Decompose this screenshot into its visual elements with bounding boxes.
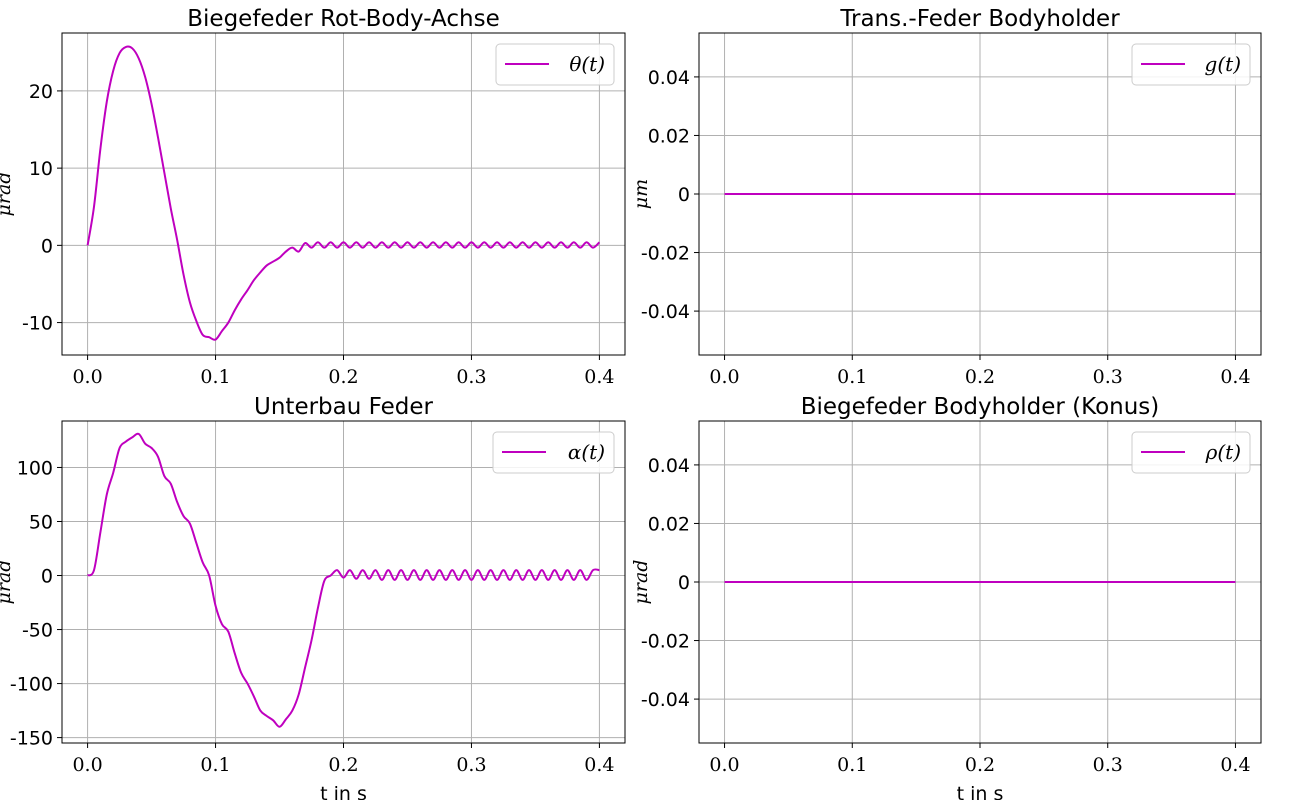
x-tick-label: 0.0 [72,366,102,388]
legend-label: g(t) [1205,52,1241,76]
legend-box [1131,43,1251,86]
y-tick-label: 0 [678,572,690,594]
y-axis-label: μrad [0,172,15,217]
y-axis-label: μm [630,179,652,209]
x-tick-label: 0.0 [709,754,739,776]
subplot-1: 0.0 0.1 0.2 0.3 0.4 -10 0 10 20 Biegefeder Rot-Bo… [0,6,626,388]
legend-box [492,431,615,474]
legend: g(t) [1131,43,1251,86]
y-tick-label: -100 [10,674,53,696]
x-tick-label: 0.4 [1220,754,1250,776]
x-tick-label: 0.1 [837,754,867,776]
x-tick-label: 0.2 [965,754,995,776]
legend-box [495,43,615,86]
y-axis-label: μrad [0,560,15,605]
subplot-2: 0.0 0.1 0.2 0.3 0.4 -0.04 -0.02 0 0.02 0.04 Trans.… [630,6,1262,388]
y-tick-label: 0.02 [648,125,690,147]
y-axis-label: μrad [630,560,652,605]
chart-title: Trans.-Feder Bodyholder [839,6,1120,32]
y-tick-label: 0.04 [648,67,690,89]
x-tick-label: 0.3 [456,754,486,776]
y-tick-label: 50 [29,511,53,533]
legend: α(t) [492,431,615,474]
x-tick-label: 0.2 [965,366,995,388]
y-tick-label: 0 [41,566,53,588]
subplot-3: 0.0 0.1 0.2 0.3 0.4 -150 -100 -50 0 50 100 Unterbau… [0,394,626,800]
x-tick-label: 0.3 [1093,754,1123,776]
x-tick-label: 0.1 [200,754,230,776]
legend-label: ρ(t) [1205,440,1241,464]
series-line [86,432,600,728]
y-tick-label: -0.04 [641,689,690,711]
x-tick-label: 0.0 [72,754,102,776]
y-tick-label: 0 [41,235,53,257]
y-tick-label: 0.04 [648,455,690,477]
x-tick-label: 0.2 [328,366,358,388]
y-tick-label: 100 [17,457,53,479]
x-tick-label: 0.0 [709,366,739,388]
y-tick-label: -0.04 [641,301,690,323]
chart-title: Biegefeder Rot-Body-Achse [187,6,500,32]
subplot-4: 0.0 0.1 0.2 0.3 0.4 -0.04 -0.02 0 0.02 0.04 Biegef… [630,394,1262,800]
y-tick-label: 10 [29,158,53,180]
y-tick-label: -10 [22,313,53,335]
y-tick-label: 0.02 [648,513,690,535]
legend-label: θ(t) [569,52,605,76]
x-tick-label: 0.4 [584,754,614,776]
y-tick-label: -150 [10,728,53,750]
series-line [86,45,601,341]
legend: ρ(t) [1131,431,1251,474]
legend-label: α(t) [568,440,605,464]
x-tick-label: 0.1 [200,366,230,388]
x-tick-label: 0.2 [328,754,358,776]
x-tick-label: 0.1 [837,366,867,388]
y-tick-label: -0.02 [641,631,690,653]
chart-title: Unterbau Feder [254,394,433,420]
x-tick-label: 0.4 [1220,366,1250,388]
legend-box [1131,431,1251,474]
x-axis-label: t in s [957,783,1004,800]
x-tick-label: 0.3 [1093,366,1123,388]
y-tick-label: 0 [678,184,690,206]
y-tick-label: -0.02 [641,243,690,265]
legend: θ(t) [495,43,615,86]
y-tick-label: 20 [29,81,53,103]
y-tick-label: -50 [22,620,53,642]
x-tick-label: 0.4 [584,366,614,388]
chart-title: Biegefeder Bodyholder (Konus) [801,394,1160,420]
x-tick-label: 0.3 [456,366,486,388]
x-axis-label: t in s [320,783,367,800]
